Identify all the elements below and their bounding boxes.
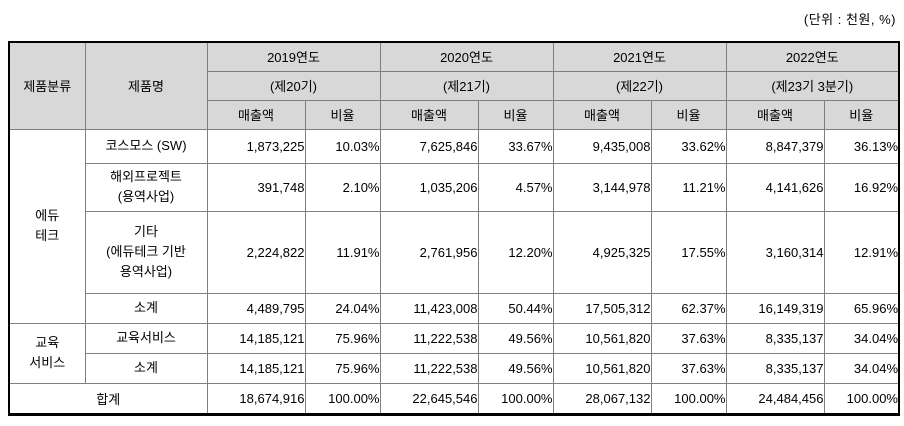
product-sales-table: 제품분류 제품명 2019연도 2020연도 2021연도 2022연도 (제2…	[8, 41, 900, 416]
header-row-measures: 매출액 비율 매출액 비율 매출액 비율 매출액 비율	[9, 99, 900, 130]
ratio-value: 36.13%	[823, 128, 900, 164]
sales-value: 10,561,820	[552, 322, 652, 354]
sales-value: 11,222,538	[379, 352, 479, 384]
ratio-value: 37.63%	[650, 352, 727, 384]
sales-value: 4,489,795	[206, 292, 306, 324]
ratio-value: 4.57%	[477, 162, 554, 212]
sales-value: 2,761,956	[379, 210, 479, 294]
sales-value: 3,144,978	[552, 162, 652, 212]
period-header-22: (제22기)	[552, 70, 727, 101]
table-row-total: 합계 18,674,916 100.00% 22,645,546 100.00%…	[8, 382, 900, 415]
sales-value: 18,674,916	[206, 382, 306, 415]
sales-value: 8,335,137	[725, 322, 825, 354]
sales-value: 14,185,121	[206, 322, 306, 354]
sales-header: 매출액	[206, 99, 306, 130]
sales-value: 14,185,121	[206, 352, 306, 384]
ratio-value: 12.91%	[823, 210, 900, 294]
sales-value: 11,423,008	[379, 292, 479, 324]
ratio-value: 50.44%	[477, 292, 554, 324]
sales-value: 24,484,456	[725, 382, 825, 415]
period-header-23: (제23기 3분기)	[725, 70, 900, 101]
header-category: 제품분류	[8, 41, 86, 130]
sales-value: 17,505,312	[552, 292, 652, 324]
ratio-header: 비율	[477, 99, 554, 130]
ratio-header: 비율	[650, 99, 727, 130]
sales-value: 4,141,626	[725, 162, 825, 212]
sales-value: 7,625,846	[379, 128, 479, 164]
header-product: 제품명	[84, 41, 208, 130]
ratio-value: 11.21%	[650, 162, 727, 212]
ratio-value: 34.04%	[823, 352, 900, 384]
ratio-value: 17.55%	[650, 210, 727, 294]
table-row: 에듀 테크 코스모스 (SW) 1,873,225 10.03% 7,625,8…	[8, 128, 900, 324]
header-row-years: 제품분류 제품명 2019연도 2020연도 2021연도 2022연도	[8, 41, 900, 130]
sales-value: 16,149,319	[725, 292, 825, 324]
sales-value: 11,222,538	[379, 322, 479, 354]
ratio-value: 100.00%	[650, 382, 727, 415]
ratio-value: 75.96%	[304, 322, 381, 354]
sales-value: 8,847,379	[725, 128, 825, 164]
ratio-value: 100.00%	[304, 382, 381, 415]
year-header-2020: 2020연도	[379, 41, 554, 72]
period-header-20: (제20기)	[206, 70, 381, 101]
ratio-header: 비율	[823, 99, 900, 130]
unit-label: (단위 : 천원, %)	[803, 12, 896, 27]
ratio-value: 65.96%	[823, 292, 900, 324]
category-cell-education-service: 교육 서비스	[8, 322, 86, 384]
ratio-value: 37.63%	[650, 322, 727, 354]
category-cell-edutech: 에듀 테크	[8, 128, 86, 324]
ratio-header: 비율	[304, 99, 381, 130]
ratio-value: 24.04%	[304, 292, 381, 324]
ratio-value: 34.04%	[823, 322, 900, 354]
ratio-value: 100.00%	[823, 382, 900, 415]
sales-header: 매출액	[725, 99, 825, 130]
product-cell: 해외프로젝트 (용역사업)	[84, 162, 208, 212]
product-cell: 기타 (에듀테크 기반 용역사업)	[84, 210, 208, 294]
year-header-2019: 2019연도	[206, 41, 381, 72]
product-cell: 코스모스 (SW)	[84, 128, 208, 164]
ratio-value: 62.37%	[650, 292, 727, 324]
subtotal-label: 소계	[84, 292, 208, 324]
header-row-periods: (제20기) (제21기) (제22기) (제23기 3분기)	[9, 70, 900, 101]
ratio-value: 33.67%	[477, 128, 554, 164]
ratio-value: 10.03%	[304, 128, 381, 164]
ratio-value: 2.10%	[304, 162, 381, 212]
sales-value: 28,067,132	[552, 382, 652, 415]
year-header-2021: 2021연도	[552, 41, 727, 72]
table-row: 기타 (에듀테크 기반 용역사업) 2,224,822 11.91% 2,761…	[9, 210, 900, 294]
ratio-value: 49.56%	[477, 322, 554, 354]
sales-value: 8,335,137	[725, 352, 825, 384]
sales-value: 10,561,820	[552, 352, 652, 384]
sales-header: 매출액	[552, 99, 652, 130]
ratio-value: 12.20%	[477, 210, 554, 294]
product-cell: 교육서비스	[84, 322, 208, 354]
ratio-value: 11.91%	[304, 210, 381, 294]
ratio-value: 75.96%	[304, 352, 381, 384]
sales-value: 391,748	[206, 162, 306, 212]
sales-value: 9,435,008	[552, 128, 652, 164]
sales-value: 4,925,325	[552, 210, 652, 294]
table-row: 교육 서비스 교육서비스 14,185,121 75.96% 11,222,53…	[8, 322, 900, 384]
total-label: 합계	[8, 382, 208, 415]
table-row-subtotal: 소계 14,185,121 75.96% 11,222,538 49.56% 1…	[9, 352, 900, 384]
period-header-21: (제21기)	[379, 70, 554, 101]
year-header-2022: 2022연도	[725, 41, 900, 72]
table-row: 해외프로젝트 (용역사업) 391,748 2.10% 1,035,206 4.…	[9, 162, 900, 212]
sales-value: 2,224,822	[206, 210, 306, 294]
subtotal-label: 소계	[84, 352, 208, 384]
sales-value: 1,035,206	[379, 162, 479, 212]
table-row-subtotal: 소계 4,489,795 24.04% 11,423,008 50.44% 17…	[9, 292, 900, 324]
sales-value: 22,645,546	[379, 382, 479, 415]
ratio-value: 100.00%	[477, 382, 554, 415]
sales-header: 매출액	[379, 99, 479, 130]
ratio-value: 33.62%	[650, 128, 727, 164]
sales-value: 3,160,314	[725, 210, 825, 294]
ratio-value: 49.56%	[477, 352, 554, 384]
sales-value: 1,873,225	[206, 128, 306, 164]
ratio-value: 16.92%	[823, 162, 900, 212]
